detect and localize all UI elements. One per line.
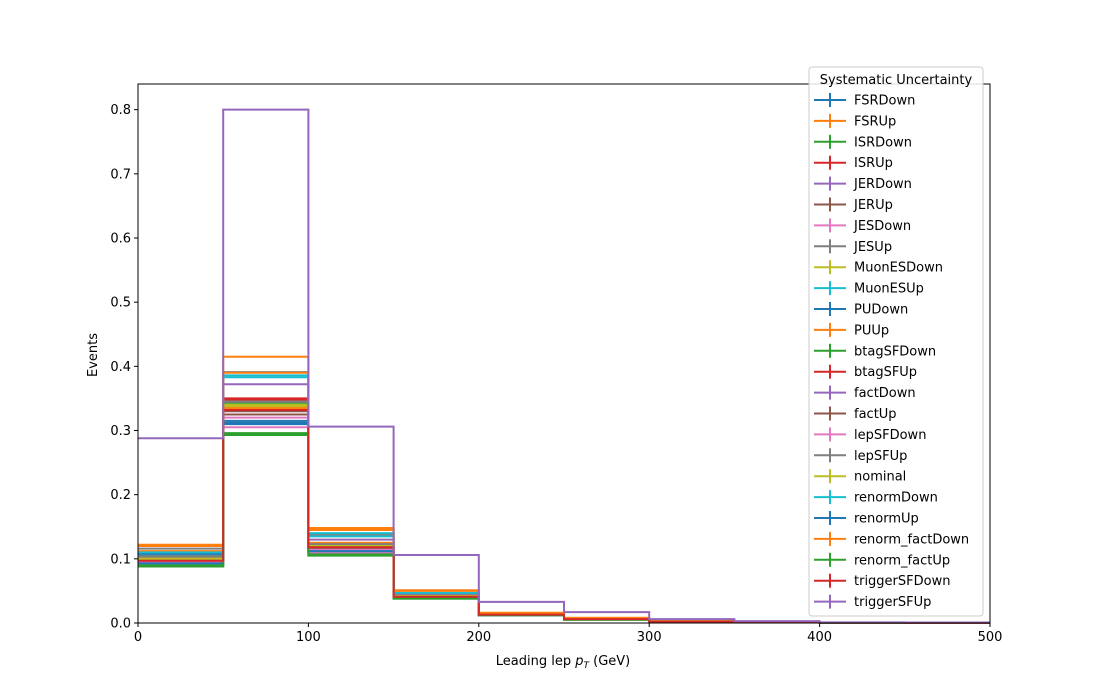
x-tick-label: 100 [296,630,321,645]
legend-entry-triggerSFUp: triggerSFUp [814,594,931,610]
legend-label: MuonESUp [854,282,924,297]
legend-label: lepSFDown [854,428,926,443]
legend-entry-JESUp: JESUp [814,239,892,255]
legend-entry-btagSFUp: btagSFUp [814,364,917,380]
legend-label: ISRUp [854,156,893,171]
legend-entry-renorm_factDown: renorm_factDown [814,531,969,547]
legend-title: Systematic Uncertainty [820,73,973,88]
legend-label: JESDown [853,219,911,234]
legend-label: MuonESDown [854,261,943,276]
x-axis-label: Leading lep pT (GeV) [496,654,630,671]
legend-label: nominal [854,470,906,485]
legend-label: btagSFDown [854,344,936,359]
axes-frame [137,83,991,624]
legend-entry-JERUp: JERUp [814,197,893,213]
y-tick-label: 0.0 [110,617,131,632]
legend-entry-nominal: nominal [814,469,906,485]
legend-entry-renormUp: renormUp [814,511,919,527]
y-tick-label: 0.1 [110,552,131,567]
legend-entry-JERDown: JERDown [814,176,912,192]
legend-entry-renormDown: renormDown [814,490,938,506]
legend-entry-factUp: factUp [814,406,897,422]
x-axis-label-subscript: T [583,661,590,671]
legend-box [808,66,984,617]
x-axis-ticks: 0 100 200 300 400 500 [134,623,1003,645]
legend-entry-MuonESUp: MuonESUp [814,281,924,297]
legend-entry-lepSFDown: lepSFDown [814,427,926,443]
legend-label: FSRUp [854,114,896,129]
x-tick-label: 0 [134,630,142,645]
legend-label: PUDown [854,303,908,318]
legend-entry-FSRUp: FSRUp [814,113,896,129]
legend-entries: FSRDown FSRUp ISRDown ISRUp JERDown JERUp JESD… [814,93,969,610]
legend-entry-triggerSFDown: triggerSFDown [814,573,950,589]
legend-entry-ISRUp: ISRUp [814,155,893,171]
legend-label: btagSFUp [854,365,917,380]
legend-label: renorm_factUp [854,553,950,568]
legend-label: JESUp [853,240,892,255]
x-tick-label: 200 [466,630,491,645]
x-tick-label: 400 [807,630,832,645]
legend: Systematic Uncertainty FSRDown FSRUp ISRDo… [808,66,984,617]
legend-entry-FSRDown: FSRDown [814,93,915,109]
y-tick-label: 0.3 [110,424,131,439]
y-tick-label: 0.6 [110,232,131,247]
y-tick-label: 0.8 [110,103,131,118]
x-tick-label: 500 [978,630,1003,645]
y-tick-label: 0.4 [110,360,131,375]
legend-label: renorm_factDown [854,532,969,547]
series-line-triggerSFUp [138,108,990,624]
legend-label: factDown [854,386,916,401]
legend-entry-lepSFUp: lepSFUp [814,448,907,464]
legend-label: JERUp [853,198,893,213]
y-axis-label: Events [86,333,101,377]
plot-area: 0 100 200 300 400 500 0.00.10.20.30.40.50.60.… [110,83,1003,645]
legend-label: PUUp [854,323,889,338]
legend-entry-JESDown: JESDown [814,218,911,234]
legend-label: renormDown [854,491,938,506]
legend-entry-MuonESDown: MuonESDown [814,260,943,276]
legend-label: triggerSFUp [854,595,931,610]
x-axis-label-symbol: p [574,654,583,669]
legend-label: renormUp [854,512,919,527]
legend-entry-ISRDown: ISRDown [814,134,912,150]
legend-label: lepSFUp [854,449,907,464]
x-tick-label: 300 [637,630,662,645]
legend-label: FSRDown [854,94,915,109]
legend-entry-factDown: factDown [814,385,916,401]
y-axis-ticks: 0.0 0.1 0.2 0.3 0.4 0.5 0.6 0.7 0.8 [110,103,138,632]
legend-entry-renorm_factUp: renorm_factUp [814,552,950,568]
legend-entry-PUDown: PUDown [814,302,908,318]
y-tick-label: 0.5 [110,296,131,311]
legend-label: triggerSFDown [854,574,950,589]
legend-label: ISRDown [854,135,912,150]
legend-label: JERDown [853,177,912,192]
legend-label: factUp [854,407,897,422]
y-tick-label: 0.2 [110,488,131,503]
legend-entry-PUUp: PUUp [814,322,889,338]
y-tick-label: 0.7 [110,167,131,182]
legend-entry-btagSFDown: btagSFDown [814,343,936,359]
